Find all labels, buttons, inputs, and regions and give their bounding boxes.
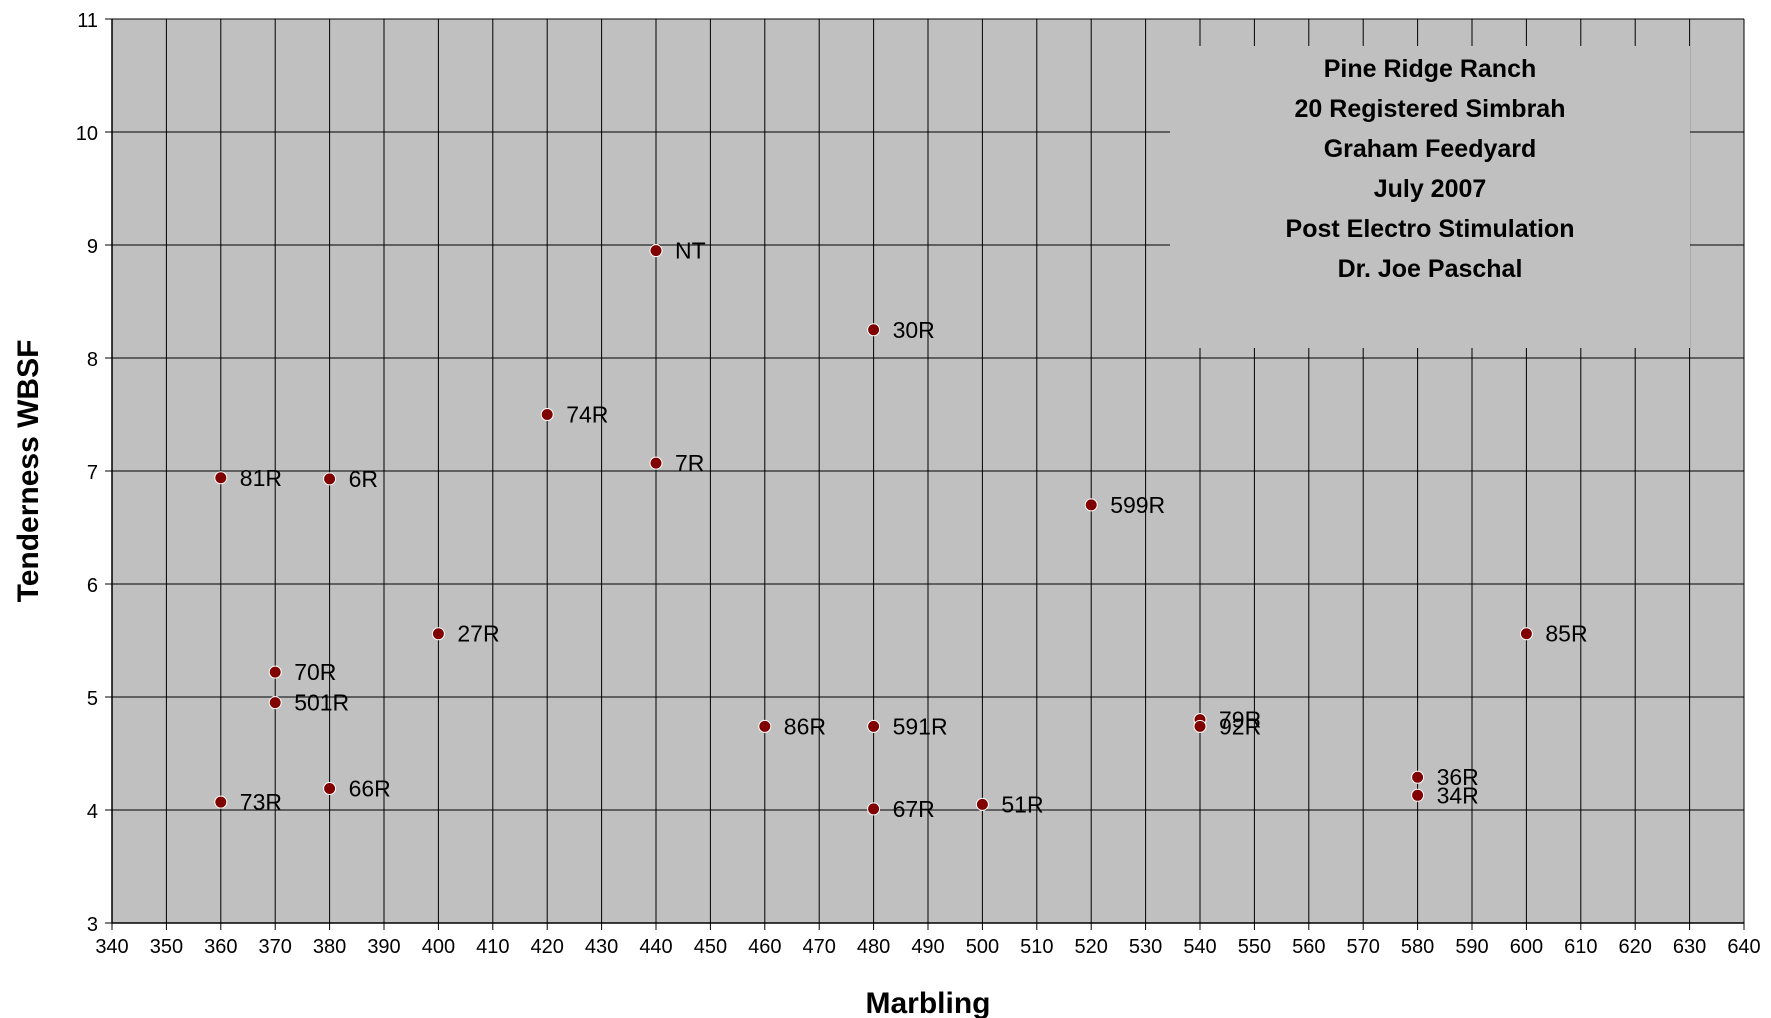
data-point bbox=[323, 472, 337, 486]
x-tick-label: 550 bbox=[1238, 936, 1271, 958]
data-points bbox=[214, 244, 1533, 816]
data-label: 66R bbox=[349, 776, 391, 802]
x-tick-label: 380 bbox=[313, 936, 346, 958]
data-label: 79R bbox=[1219, 707, 1261, 733]
data-label: 86R bbox=[784, 713, 826, 739]
data-point bbox=[867, 802, 881, 816]
annotation-line: July 2007 bbox=[1374, 175, 1487, 203]
data-label: 85R bbox=[1545, 621, 1587, 647]
y-tick-label: 8 bbox=[87, 349, 98, 371]
data-label: 73R bbox=[240, 789, 282, 815]
x-tick-label: 640 bbox=[1727, 936, 1760, 958]
x-tick-label: 430 bbox=[585, 936, 618, 958]
y-tick-label: 6 bbox=[87, 575, 98, 597]
x-tick-label: 590 bbox=[1455, 936, 1488, 958]
x-axis-title: Marbling bbox=[866, 987, 991, 1018]
x-tick-label: 350 bbox=[150, 936, 183, 958]
x-tick-label: 420 bbox=[531, 936, 564, 958]
annotation-line: Graham Feedyard bbox=[1324, 135, 1537, 163]
annotation-line: 20 Registered Simbrah bbox=[1295, 95, 1566, 123]
x-tick-label: 400 bbox=[422, 936, 455, 958]
y-tick-label: 5 bbox=[87, 688, 98, 710]
y-tick-label: 9 bbox=[87, 236, 98, 258]
x-tick-label: 340 bbox=[95, 936, 128, 958]
point-labels: NT 30R 74R 7R 81R 6R 599R 27R 85R 70R 501R 79R 86R 59… bbox=[240, 238, 1588, 822]
data-label: 70R bbox=[294, 659, 336, 685]
data-label: 7R bbox=[675, 450, 704, 476]
data-point bbox=[540, 408, 554, 421]
data-point bbox=[431, 627, 445, 641]
data-label: 36R bbox=[1437, 764, 1479, 790]
x-tick-label: 560 bbox=[1292, 936, 1325, 958]
data-label: 6R bbox=[349, 466, 378, 492]
data-label: NT bbox=[675, 238, 706, 264]
data-point bbox=[758, 719, 772, 733]
annotation-line: Dr. Joe Paschal bbox=[1338, 255, 1523, 283]
data-point bbox=[649, 244, 663, 258]
annotation-box: Pine Ridge Ranch 20 Registered Simbrah Gra… bbox=[1170, 46, 1690, 348]
annotation-text: Pine Ridge Ranch 20 Registered Simbrah Gra… bbox=[1286, 55, 1575, 283]
data-label: 501R bbox=[294, 690, 349, 716]
x-tick-label: 580 bbox=[1401, 936, 1434, 958]
x-tick-label: 610 bbox=[1564, 936, 1597, 958]
x-tick-label: 490 bbox=[911, 936, 944, 958]
annotation-line: Pine Ridge Ranch bbox=[1324, 55, 1537, 83]
x-tick-label: 510 bbox=[1020, 936, 1053, 958]
x-tick-label: 370 bbox=[259, 936, 292, 958]
data-point bbox=[1193, 719, 1207, 733]
data-point bbox=[1084, 498, 1098, 512]
x-tick-label: 410 bbox=[476, 936, 509, 958]
data-label: 67R bbox=[893, 796, 935, 822]
data-label: 591R bbox=[893, 713, 948, 739]
x-tick-label: 480 bbox=[857, 936, 890, 958]
data-point bbox=[867, 719, 881, 733]
y-tick-label: 7 bbox=[87, 462, 98, 484]
x-tick-label: 540 bbox=[1183, 936, 1216, 958]
data-point bbox=[1411, 770, 1425, 784]
data-label: 599R bbox=[1110, 492, 1165, 518]
data-label: 27R bbox=[457, 621, 499, 647]
data-point bbox=[975, 797, 989, 811]
x-tick-labels: 340 350 360 370 380 390 400 410 420 430 440 450 460 4… bbox=[95, 923, 1761, 958]
x-tick-label: 570 bbox=[1347, 936, 1380, 958]
data-label: 92R bbox=[1219, 713, 1261, 739]
annotation-background bbox=[1170, 46, 1690, 348]
x-tick-label: 500 bbox=[966, 936, 999, 958]
x-tick-label: 470 bbox=[803, 936, 836, 958]
data-label: 51R bbox=[1001, 791, 1043, 817]
data-point bbox=[649, 456, 663, 470]
data-point bbox=[1411, 788, 1425, 802]
y-axis-title: Tenderness WBSF bbox=[12, 340, 45, 603]
y-tick-label: 3 bbox=[87, 914, 98, 936]
x-tick-label: 450 bbox=[694, 936, 727, 958]
annotation-line: Post Electro Stimulation bbox=[1286, 215, 1575, 243]
y-tick-label: 11 bbox=[77, 10, 98, 32]
data-point bbox=[214, 795, 228, 809]
x-tick-label: 440 bbox=[639, 936, 672, 958]
x-tick-label: 520 bbox=[1075, 936, 1108, 958]
y-tick-label: 10 bbox=[76, 123, 98, 145]
y-tick-labels: 3 4 5 6 7 8 9 10 11 bbox=[76, 10, 112, 936]
x-tick-label: 600 bbox=[1510, 936, 1543, 958]
data-label: 34R bbox=[1437, 782, 1479, 808]
x-tick-label: 390 bbox=[367, 936, 400, 958]
x-tick-label: 620 bbox=[1619, 936, 1652, 958]
data-point bbox=[1519, 627, 1533, 641]
data-point bbox=[214, 471, 228, 485]
y-tick-label: 4 bbox=[87, 801, 98, 823]
data-point bbox=[268, 665, 282, 679]
data-label: 30R bbox=[893, 317, 935, 343]
data-label: 81R bbox=[240, 465, 282, 491]
data-point bbox=[867, 323, 881, 337]
x-tick-label: 530 bbox=[1129, 936, 1162, 958]
data-point bbox=[323, 782, 337, 796]
x-tick-label: 630 bbox=[1673, 936, 1706, 958]
x-tick-label: 360 bbox=[204, 936, 237, 958]
data-label: 74R bbox=[566, 402, 608, 428]
x-tick-label: 460 bbox=[748, 936, 781, 958]
data-point bbox=[268, 696, 282, 710]
